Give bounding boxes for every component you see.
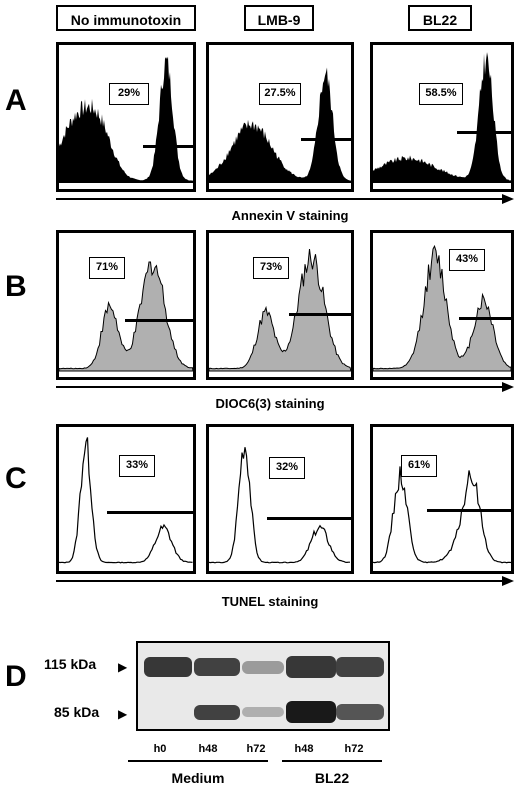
- axis-arrow-a: [56, 194, 514, 204]
- percent-label: 71%: [89, 257, 125, 279]
- group-label-medium: Medium: [171, 770, 225, 786]
- group-line-medium: [128, 760, 268, 762]
- band-115-lane3: [242, 661, 284, 674]
- percent-label: 61%: [401, 455, 437, 477]
- lane-label: h72: [344, 743, 364, 755]
- histogram-panel-c1: 33%: [56, 424, 196, 574]
- percent-label: 27.5%: [259, 83, 301, 105]
- band-115-lane1: [144, 657, 192, 677]
- histogram-panel-c3: 61%: [370, 424, 514, 574]
- histogram-panel-b2: 73%: [206, 230, 354, 380]
- band-85-lane2: [194, 705, 240, 720]
- histogram-panel-a2: 27.5%: [206, 42, 354, 192]
- annexin-histogram: [209, 67, 351, 183]
- lane-label: h48: [294, 743, 314, 755]
- band-115-lane5: [336, 657, 384, 677]
- band-115-lane2: [194, 658, 240, 676]
- axis-arrow-c: [56, 576, 514, 586]
- group-line-bl22: [282, 760, 382, 762]
- column-header-no-immunotoxin: No immunotoxin: [56, 5, 196, 31]
- tunel-histogram: [59, 437, 193, 564]
- histogram-panel-c2: 32%: [206, 424, 354, 574]
- marker-label-85kda: 85 kDa: [54, 704, 100, 720]
- band-85-lane3: [242, 707, 284, 717]
- percent-label: 73%: [253, 257, 289, 279]
- marker-arrow-85: ▶: [118, 707, 128, 721]
- lane-label: h72: [246, 743, 266, 755]
- row-letter-a: A: [5, 84, 27, 117]
- annexin-histogram: [59, 56, 193, 183]
- gate-marker: [427, 509, 511, 512]
- gate-marker: [459, 317, 511, 320]
- tunel-histogram: [209, 447, 350, 564]
- axis-label-dioc6: DIOC6(3) staining: [215, 396, 325, 411]
- annexin-histogram: [373, 52, 511, 183]
- band-115-lane4: [286, 656, 336, 678]
- column-header-lmb9: LMB-9: [244, 5, 314, 31]
- band-85-lane5: [336, 704, 384, 720]
- gate-marker: [301, 138, 351, 141]
- gate-marker: [457, 131, 511, 134]
- lane-label: h0: [153, 743, 167, 755]
- percent-label: 43%: [449, 249, 485, 271]
- row-letter-c: C: [5, 462, 27, 495]
- histogram-panel-a1: 29%: [56, 42, 196, 192]
- axis-label-tunel: TUNEL staining: [221, 594, 319, 609]
- band-85-lane4: [286, 701, 336, 723]
- column-header-bl22: BL22: [408, 5, 472, 31]
- percent-label: 58.5%: [419, 83, 463, 105]
- gate-marker: [289, 313, 351, 316]
- gate-marker: [125, 319, 193, 322]
- dioc6-histogram: [59, 261, 193, 372]
- row-letter-b: B: [5, 270, 27, 303]
- dioc6-histogram: [373, 244, 511, 372]
- histogram-panel-a3: 58.5%: [370, 42, 514, 192]
- band-85-lane1: [144, 705, 192, 719]
- gate-marker: [107, 511, 193, 514]
- axis-arrow-b: [56, 382, 514, 392]
- group-label-bl22: BL22: [314, 770, 350, 786]
- percent-label: 33%: [119, 455, 155, 477]
- axis-label-annexin: Annexin V staining: [231, 208, 349, 223]
- percent-label: 32%: [269, 457, 305, 479]
- row-letter-d: D: [5, 660, 27, 693]
- tunel-histogram: [373, 466, 511, 564]
- percent-label: 29%: [109, 83, 149, 105]
- histogram-panel-b1: 71%: [56, 230, 196, 380]
- gate-marker: [267, 517, 351, 520]
- marker-arrow-115: ▶: [118, 660, 128, 674]
- marker-label-115kda: 115 kDa: [44, 656, 97, 672]
- gate-marker: [143, 145, 193, 148]
- dioc6-histogram: [209, 249, 351, 372]
- lane-label: h48: [198, 743, 218, 755]
- western-blot: [136, 641, 390, 731]
- histogram-panel-b3: 43%: [370, 230, 514, 380]
